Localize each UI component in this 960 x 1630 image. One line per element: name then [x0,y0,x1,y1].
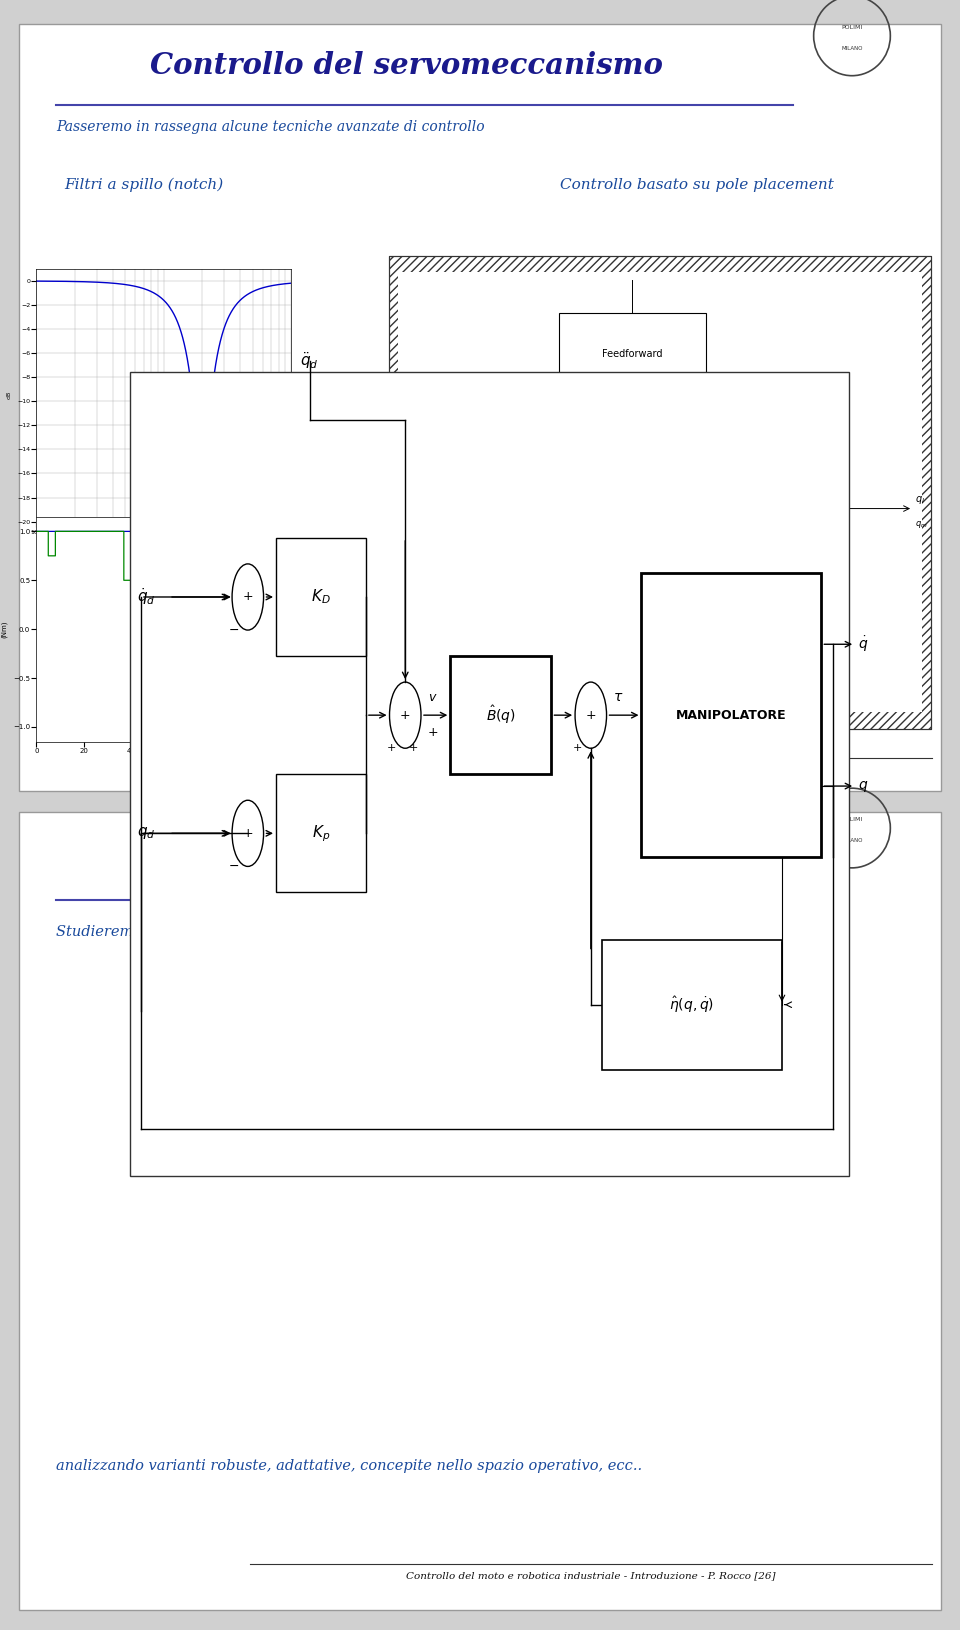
Text: Controllo del moto e robotica industriale - Introduzione - P. Rocco [26]: Controllo del moto e robotica industrial… [406,1571,776,1579]
X-axis label: t (s): t (s) [171,760,185,766]
Text: +: + [409,743,419,753]
Text: +: + [572,743,582,753]
FancyBboxPatch shape [19,812,941,1610]
Text: $\hat{B}(q)$: $\hat{B}(q)$ [486,704,516,727]
Text: $\int$: $\int$ [654,497,666,520]
Text: $\dot{q}$: $\dot{q}$ [858,634,868,654]
Text: POLIMI: POLIMI [841,24,863,29]
Text: $K_D$: $K_D$ [311,588,331,606]
Text: $\hat{\eta}(q,\dot{q})$: $\hat{\eta}(q,\dot{q})$ [669,994,714,1015]
Text: $\tau$: $\tau$ [613,691,624,704]
Text: $q_{m_v}$: $q_{m_v}$ [598,482,612,494]
Bar [715,582,816,688]
Text: −: − [229,861,240,874]
Text: $\ddot{q}_d$: $\ddot{q}_d$ [300,350,319,372]
Text: ×: × [691,505,703,520]
Text: $\tau_m$: $\tau_m$ [684,484,696,494]
Text: +: + [243,826,253,839]
X-axis label: w/wn: w/wn [156,543,172,548]
Bar [276,774,366,893]
Text: $K_p$: $K_p$ [312,823,330,844]
Text: MILANO: MILANO [841,46,863,51]
Bar [490,460,591,557]
Text: analizzando varianti robuste, adattative, concepite nello spazio operativo, ecc.: analizzando varianti robuste, adattative… [56,1459,642,1472]
Text: Controllore: Controllore [407,703,457,712]
Y-axis label: (Nm): (Nm) [1,621,8,637]
Bar [641,460,679,557]
Text: Feedforward: Feedforward [602,349,662,359]
Text: Controllo centralizzato: Controllo centralizzato [200,844,576,872]
Text: K: K [668,629,675,641]
Text: posizionatore: posizionatore [737,525,794,533]
Bar [276,538,366,657]
Text: +: + [400,709,411,722]
Text: Controllo basato su pole placement: Controllo basato su pole placement [560,178,833,192]
Text: $q_m$: $q_m$ [915,520,928,530]
Text: +: + [387,743,396,753]
Text: $\hat{x}$: $\hat{x}$ [635,621,641,632]
FancyBboxPatch shape [19,24,941,791]
Text: v: v [428,691,435,704]
Text: Conversione: Conversione [515,492,566,500]
Text: +: + [428,727,439,740]
Text: +: + [243,590,253,603]
Text: Input shaping: Input shaping [90,411,198,425]
Text: Filtri a spillo (notch): Filtri a spillo (notch) [64,178,224,192]
Text: $q$: $q$ [858,779,868,794]
Text: Servo: Servo [754,492,778,500]
Text: Controllo del servomeccanismo: Controllo del servomeccanismo [150,51,662,80]
Text: Studieremo tecniche di controllo del manipolatore basate sul modello:: Studieremo tecniche di controllo del man… [56,926,577,939]
Text: −: − [229,624,240,637]
Text: MILANO: MILANO [841,838,863,843]
Text: ×: × [622,505,634,520]
Text: $q_l$: $q_l$ [915,494,925,507]
Text: Passeremo in rassegna alcune tecniche avanzate di controllo: Passeremo in rassegna alcune tecniche av… [56,121,485,134]
Y-axis label: dB: dB [7,391,12,399]
Bar [651,598,692,672]
Text: setpoint: setpoint [523,525,558,533]
Text: POLIMI: POLIMI [841,817,863,822]
Text: Stima: Stima [754,623,778,631]
Text: MANIPOLATORE: MANIPOLATORE [676,709,786,722]
Text: $\hat{q}_r$: $\hat{q}_r$ [394,497,404,512]
Text: $q_d$: $q_d$ [137,825,156,841]
Bar [559,313,706,394]
Bar [602,939,782,1069]
Bar [715,460,816,557]
Bar [641,574,822,857]
Bar [130,373,850,1177]
Text: dello stato: dello stato [744,655,788,663]
Bar [450,657,551,774]
Text: +: + [586,709,596,722]
Text: $\dot{q}_d$: $\dot{q}_d$ [137,587,156,608]
Legend: ingresso originario, ingresso modificato: ingresso originario, ingresso modificato [232,520,317,538]
Text: Controllo del moto e robotica industriale - Introduzione - P. Rocco [25]: Controllo del moto e robotica industrial… [452,764,822,774]
